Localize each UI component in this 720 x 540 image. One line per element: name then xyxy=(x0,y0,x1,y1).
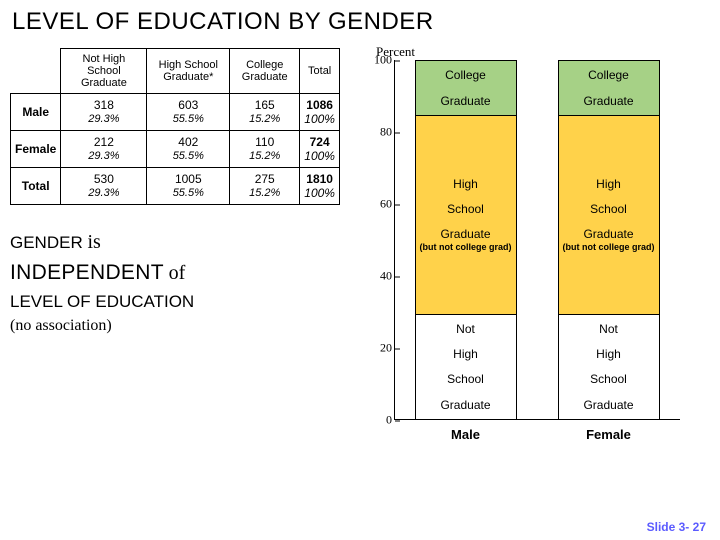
col-head-total: Total xyxy=(300,49,340,94)
stmt-noassoc: (no association) xyxy=(10,314,340,338)
stmt-gender: GENDER xyxy=(10,233,83,252)
stmt-of: of xyxy=(169,262,186,284)
y-tick: 80 xyxy=(366,125,392,140)
bar-segment: CollegeGraduate xyxy=(416,61,516,115)
bar-segment: NotHighSchoolGraduate xyxy=(559,314,659,419)
col-head-nhsg: Not High School Graduate xyxy=(61,49,147,94)
table-cell: 11015.2% xyxy=(230,131,300,168)
bar-column: CollegeGraduateHighSchoolGraduate(but no… xyxy=(394,60,537,420)
statements: GENDER is INDEPENDENT of LEVEL OF EDUCAT… xyxy=(10,227,340,338)
y-tick: 40 xyxy=(366,269,392,284)
page-title: LEVEL OF EDUCATION BY GENDER xyxy=(0,0,720,36)
row-head: Male xyxy=(11,94,61,131)
table-cell: 100555.5% xyxy=(147,168,230,205)
table-row: Female21229.3%40255.5%11015.2%724100% xyxy=(11,131,340,168)
stmt-is: is xyxy=(87,231,100,253)
bar-column: CollegeGraduateHighSchoolGraduate(but no… xyxy=(537,60,680,420)
stmt-level: LEVEL OF EDUCATION xyxy=(10,289,340,315)
bar-label: Female xyxy=(586,427,631,442)
table-corner xyxy=(11,49,61,94)
y-tick: 20 xyxy=(366,341,392,356)
row-total: 1086100% xyxy=(300,94,340,131)
bar-segment: HighSchoolGraduate(but not college grad) xyxy=(416,115,516,314)
education-table: Not High School Graduate High School Gra… xyxy=(10,48,340,205)
table-row: Male31829.3%60355.5%16515.2%1086100% xyxy=(11,94,340,131)
bar-label: Male xyxy=(451,427,480,442)
table-cell: 16515.2% xyxy=(230,94,300,131)
left-column: Not High School Graduate High School Gra… xyxy=(10,48,340,458)
plot-area: CollegeGraduateHighSchoolGraduate(but no… xyxy=(394,60,680,420)
row-total: 724100% xyxy=(300,131,340,168)
table-row: Total53029.3%100555.5%27515.2%1810100% xyxy=(11,168,340,205)
col-head-cg: College Graduate xyxy=(230,49,300,94)
table-cell: 60355.5% xyxy=(147,94,230,131)
table-cell: 31829.3% xyxy=(61,94,147,131)
bar-segment: CollegeGraduate xyxy=(559,61,659,115)
bar-segment: NotHighSchoolGraduate xyxy=(416,314,516,419)
content-row: Not High School Graduate High School Gra… xyxy=(0,36,720,458)
bar-segment: HighSchoolGraduate(but not college grad) xyxy=(559,115,659,314)
table-cell: 21229.3% xyxy=(61,131,147,168)
row-head: Total xyxy=(11,168,61,205)
y-tick: 0 xyxy=(366,413,392,428)
col-head-hsg: High School Graduate* xyxy=(147,49,230,94)
y-tick: 100 xyxy=(366,53,392,68)
row-head: Female xyxy=(11,131,61,168)
table-cell: 40255.5% xyxy=(147,131,230,168)
table-cell: 27515.2% xyxy=(230,168,300,205)
table-cell: 53029.3% xyxy=(61,168,147,205)
y-tick: 60 xyxy=(366,197,392,212)
stacked-bar: CollegeGraduateHighSchoolGraduate(but no… xyxy=(415,60,517,420)
stmt-independent: INDEPENDENT xyxy=(10,261,164,284)
row-total: 1810100% xyxy=(300,168,340,205)
slide-number: Slide 3- 27 xyxy=(647,520,706,534)
stacked-bar: CollegeGraduateHighSchoolGraduate(but no… xyxy=(558,60,660,420)
chart: Percent 020406080100 CollegeGraduateHigh… xyxy=(348,48,688,458)
